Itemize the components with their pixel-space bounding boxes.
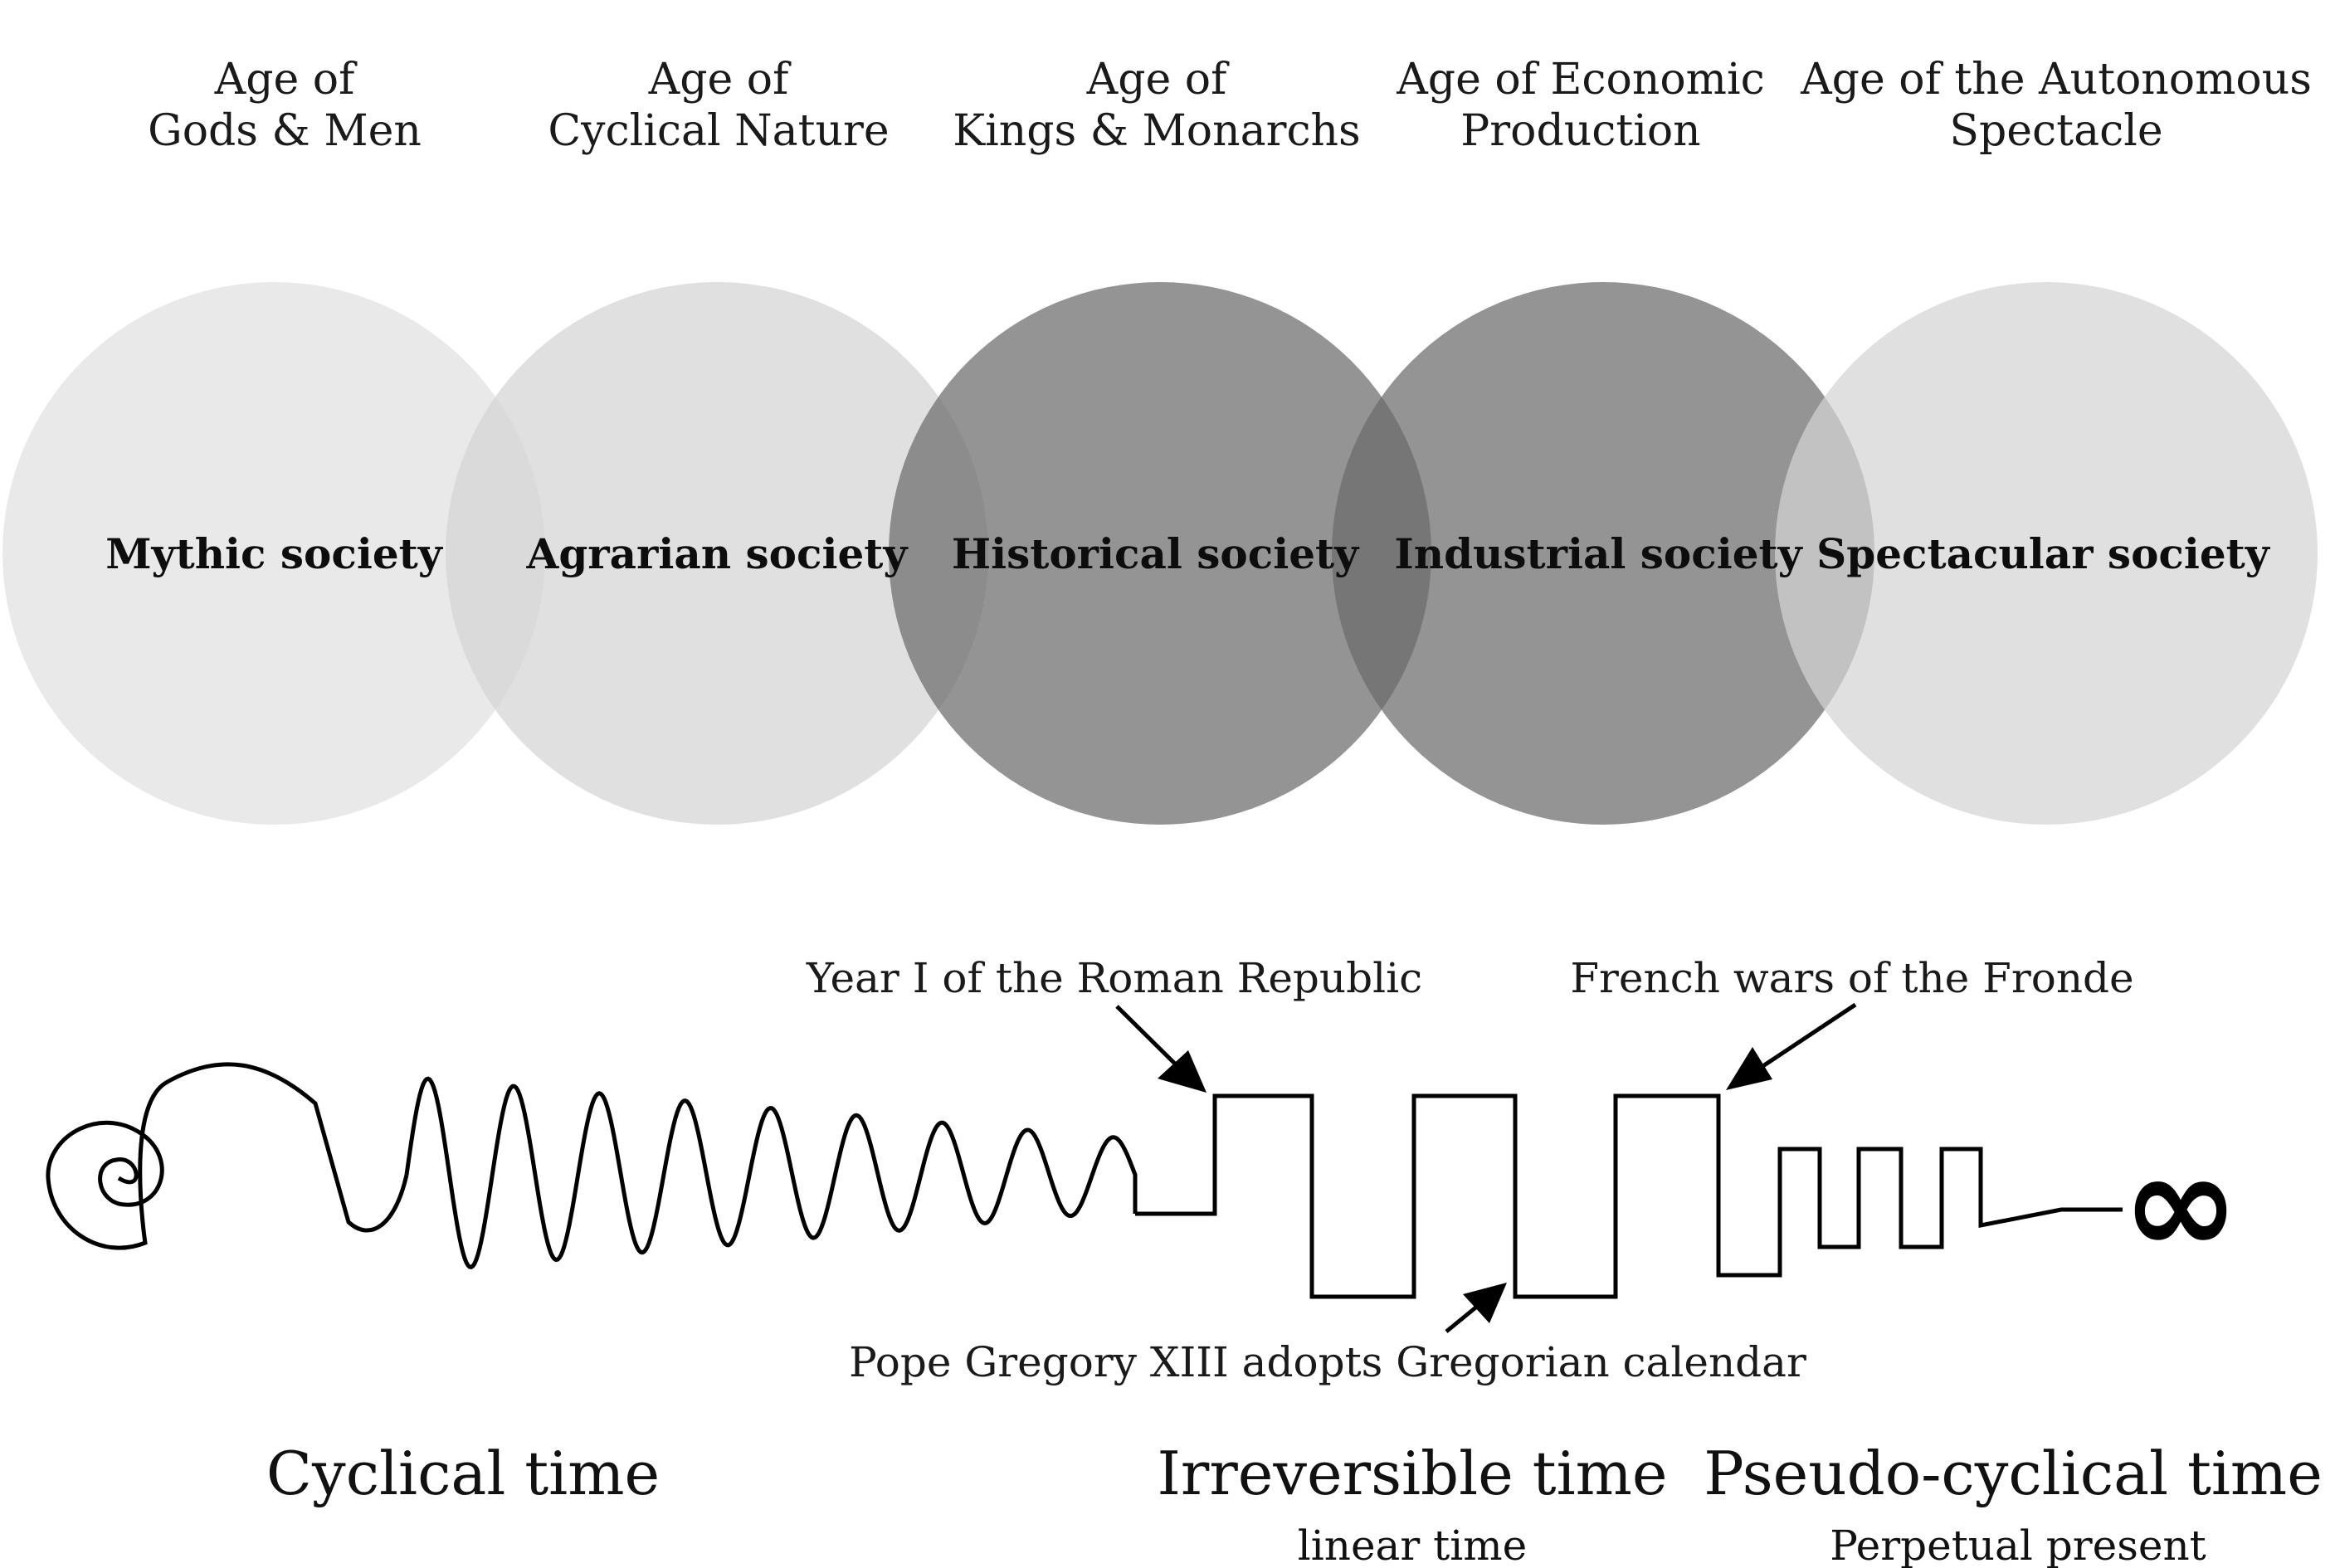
society-circles xyxy=(2,282,2318,825)
irreversible-time-steps xyxy=(1135,1093,2123,1299)
fronde-arrowhead xyxy=(1726,1047,1772,1090)
gregorian-arrowhead xyxy=(1463,1283,1507,1323)
historical-society-label: Historical society xyxy=(952,529,1360,578)
industrial-society-label: Industrial society xyxy=(1394,529,1803,578)
event-gregorian-label: Pope Gregory XIII adopts Gregorian calen… xyxy=(849,1338,1806,1386)
society-labels: Mythic society Agrarian society Historic… xyxy=(105,529,2271,578)
linear-time-label: linear time xyxy=(1298,1522,1527,1568)
age-gods-men-line1: Age of xyxy=(214,55,358,105)
time-labels: Cyclical time Irreversible time linear t… xyxy=(266,1439,2323,1568)
age-autonomous-spectacle-line1: Age of the Autonomous xyxy=(1800,55,2312,105)
age-gods-men-line2: Gods & Men xyxy=(148,106,422,156)
agrarian-society-circle xyxy=(446,282,988,825)
event-arrows xyxy=(1115,1002,1857,1333)
perpetual-present-label: Perpetual present xyxy=(1830,1522,2206,1568)
irreversible-time-label: Irreversible time xyxy=(1157,1439,1667,1508)
fronde-arrow-line xyxy=(1748,1002,1857,1078)
cyclical-spiral-line xyxy=(46,1062,409,1250)
historical-society-circle xyxy=(889,282,1431,825)
age-economic-production-line2: Production xyxy=(1460,106,1700,156)
pseudo-cyclical-time-label: Pseudo-cyclical time xyxy=(1704,1439,2323,1508)
age-cyclical-nature-line2: Cyclical Nature xyxy=(548,106,889,156)
age-economic-production-line1: Age of Economic xyxy=(1396,55,1764,105)
cyclical-time-wave xyxy=(404,1076,1138,1269)
spectacular-society-label: Spectacular society xyxy=(1816,529,2271,578)
infinity-icon: ∞ xyxy=(2122,1122,2240,1287)
spectacular-society-circle xyxy=(1775,282,2318,825)
event-fronde-label: French wars of the Fronde xyxy=(1570,954,2133,1002)
agrarian-society-label: Agrarian society xyxy=(526,529,909,578)
age-autonomous-spectacle-line2: Spectacle xyxy=(1949,106,2162,156)
timeline xyxy=(46,1062,2123,1299)
cyclical-time-label: Cyclical time xyxy=(266,1439,660,1508)
age-kings-monarchs-line1: Age of xyxy=(1086,55,1230,105)
age-kings-monarchs-line2: Kings & Monarchs xyxy=(953,106,1361,156)
mythic-society-label: Mythic society xyxy=(105,529,444,578)
age-headings: Age of Gods & Men Age of Cyclical Nature… xyxy=(148,55,2312,156)
age-cyclical-nature-line1: Age of xyxy=(648,55,792,105)
roman-republic-arrowhead xyxy=(1158,1050,1206,1093)
event-roman-republic-label: Year I of the Roman Republic xyxy=(806,954,1422,1002)
industrial-society-circle xyxy=(1332,282,1874,825)
mythic-society-circle xyxy=(2,282,545,825)
